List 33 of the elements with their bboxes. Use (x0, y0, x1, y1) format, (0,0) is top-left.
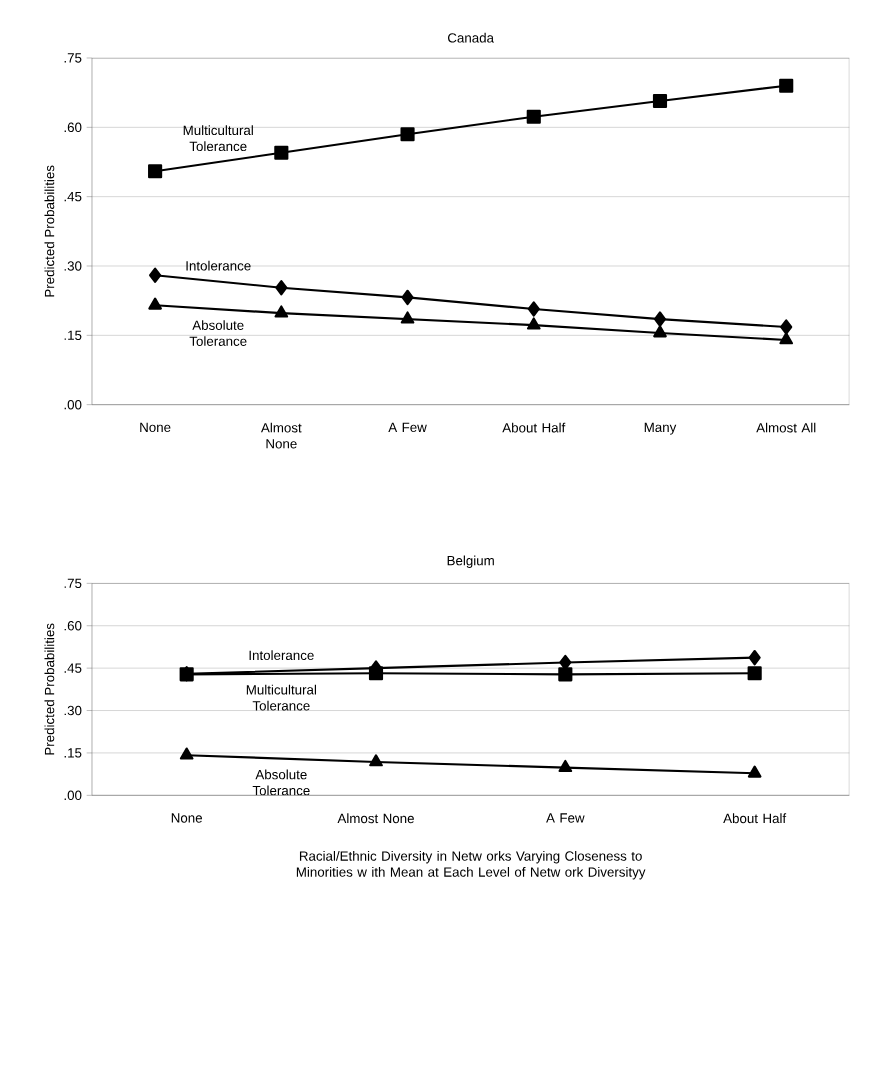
y-tick-label: .30 (64, 705, 82, 716)
y-tick-label: .15 (64, 748, 82, 758)
y-axis-title: Predicted Probabilities (44, 623, 55, 755)
y-tick-label: .45 (64, 192, 82, 202)
series-label: Multicultural Tolerance (183, 125, 254, 152)
x-tick-label: None (140, 422, 171, 432)
x-tick-label: None (171, 813, 203, 823)
y-tick-label: .75 (64, 53, 82, 63)
series-label: Intolerance (186, 260, 251, 271)
x-tick-label: Many (644, 422, 677, 435)
series-label: Absolute Tolerance (189, 320, 247, 346)
y-tick-label: .60 (64, 621, 82, 631)
y-tick-label: .15 (64, 330, 82, 340)
y-tick-label: .00 (64, 399, 82, 410)
x-tick-label: About Half (723, 813, 787, 824)
series-label: Absolute Tolerance (252, 769, 310, 796)
x-axis-title: Racial/Ethnic Diversity in Netw orks Varying Closeness to Minorities w ith Mean at Each Level of Netw ork Diversityy (297, 850, 646, 880)
x-tick-label: Almost None (337, 813, 415, 824)
x-tick-label: A Few (546, 813, 585, 823)
x-tick-label: Almost All (756, 422, 816, 433)
y-tick-label: .60 (64, 122, 82, 133)
chart-title: Canada (448, 32, 495, 43)
y-tick-label: .00 (64, 790, 82, 801)
y-axis-title: Predicted Probabilities (44, 165, 55, 297)
y-tick-label: .45 (64, 663, 82, 673)
x-tick-label: About Half (502, 422, 566, 433)
y-tick-label: .75 (64, 578, 82, 588)
x-tick-label: Almost None (261, 422, 302, 449)
chart-title: Belgium (447, 555, 495, 568)
y-tick-label: .30 (64, 261, 82, 271)
series-label: Intolerance (249, 650, 314, 661)
series-label: Multicultural Tolerance (247, 684, 317, 711)
x-tick-label: A Few (388, 422, 428, 432)
